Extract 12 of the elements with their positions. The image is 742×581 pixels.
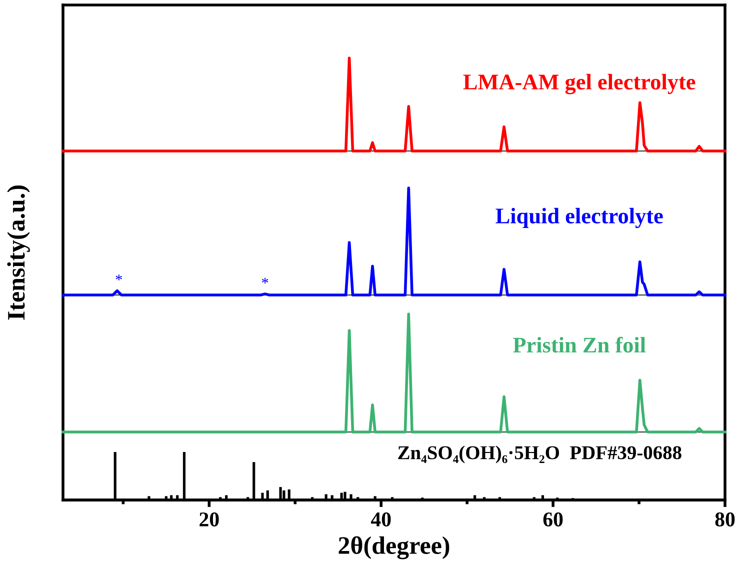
x-tick-label: 40 xyxy=(370,512,391,526)
x-tick-label: 20 xyxy=(200,512,219,526)
annotation: * xyxy=(116,274,122,280)
x-axis-title: 2θ(degree) xyxy=(338,536,450,560)
x-tick-label: 60 xyxy=(543,512,563,526)
x-tick-label: 80 xyxy=(715,512,735,526)
series-label: Liquid electrolyte xyxy=(496,208,663,228)
text: LMA-AM gel electrolyte xyxy=(463,74,696,94)
y-axis-title: Itensity(a.u.) xyxy=(7,186,30,320)
series-label: Zn₄SO₄(OH)₆·5H₂O PDF#39-0688 xyxy=(398,446,682,464)
series-label: Pristin Zn foil xyxy=(513,336,646,353)
annotation: * xyxy=(262,278,268,284)
